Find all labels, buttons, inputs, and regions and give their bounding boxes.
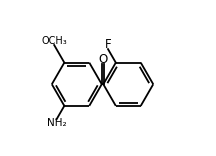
Text: F: F [105, 38, 111, 51]
Text: OCH₃: OCH₃ [41, 36, 67, 46]
Text: NH₂: NH₂ [47, 118, 66, 128]
Text: O: O [98, 53, 107, 66]
